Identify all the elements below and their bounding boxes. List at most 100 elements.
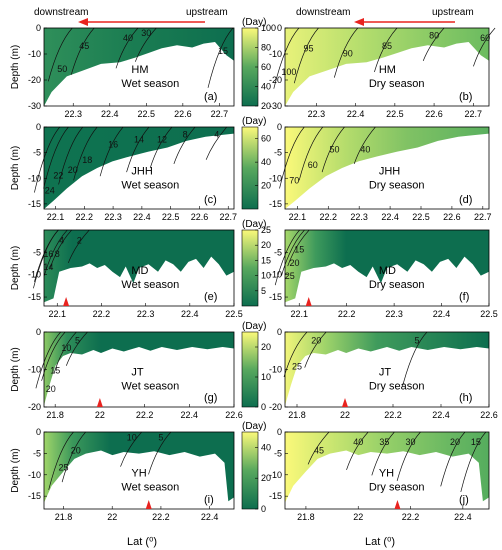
flow-arrow-right-head bbox=[354, 18, 364, 26]
contour-line bbox=[149, 126, 173, 169]
contour-line bbox=[70, 27, 95, 75]
contour-line bbox=[279, 126, 305, 189]
station-label: HM bbox=[131, 64, 148, 76]
station-label: JHH bbox=[131, 166, 152, 178]
x-tick-label: 22.7 bbox=[465, 109, 483, 119]
panel-letter: (b) bbox=[459, 91, 472, 103]
plot-frame bbox=[43, 27, 235, 107]
panel-letter: (f) bbox=[459, 291, 469, 303]
contour-line bbox=[371, 431, 395, 476]
x-tick-label: 22.5 bbox=[138, 109, 156, 119]
contour-line bbox=[304, 331, 327, 368]
colorbar-tick-label: 10 bbox=[261, 372, 271, 382]
colorbar-tick-label: 40 bbox=[261, 82, 271, 92]
colorbar-tick-label: 5 bbox=[261, 286, 266, 296]
y-tick-label: -15 bbox=[269, 292, 282, 302]
panel-f: 15 20 25 -5 -10 -15 22.1 22.2 22.3 22.4 22.5 MD Dry … bbox=[269, 229, 498, 319]
contour-label: 10 bbox=[61, 343, 71, 353]
x-tick-label: 22.3 bbox=[385, 309, 403, 319]
y-tick-label: 0 bbox=[277, 122, 282, 132]
x-tick-label: 22.1 bbox=[47, 212, 65, 222]
upstream-label-right: upstream bbox=[432, 7, 474, 18]
x-tick-label: 22.2 bbox=[136, 410, 154, 420]
contour-line bbox=[53, 331, 77, 374]
x-tick-label: 21.8 bbox=[297, 512, 315, 522]
colorbar-e: (Day) 5 10 15 20 25 bbox=[241, 219, 271, 307]
y-axis-title: Depth (m) bbox=[10, 448, 21, 492]
contour-label: 5 bbox=[414, 335, 419, 345]
season-label: Wet season bbox=[121, 279, 179, 291]
panel-letter: (g) bbox=[204, 392, 217, 404]
x-tick-label: 22.3 bbox=[308, 109, 326, 119]
contour-label: 5 bbox=[158, 433, 163, 443]
x-tick-label: 22 bbox=[340, 410, 350, 420]
station-label: JHH bbox=[379, 166, 400, 178]
contour-line bbox=[120, 431, 142, 467]
contour-label: 100 bbox=[281, 67, 296, 77]
x-tick-label: 22.2 bbox=[402, 512, 420, 522]
colorbar-tick-label: 20 bbox=[261, 101, 271, 111]
y-tick-label: -20 bbox=[28, 75, 41, 85]
station-marker bbox=[96, 398, 103, 407]
x-tick-label: 22.1 bbox=[48, 309, 66, 319]
contour-line bbox=[321, 126, 345, 173]
season-label: Wet season bbox=[121, 180, 179, 192]
contour-label: 90 bbox=[343, 49, 353, 59]
colorbar-tick-label: 80 bbox=[261, 43, 271, 53]
y-tick-label: -10 bbox=[28, 173, 41, 183]
colorbar-unit: (Day) bbox=[242, 116, 266, 127]
y-tick-label: -10 bbox=[28, 470, 41, 480]
contour-label: 20 bbox=[289, 258, 299, 268]
y-tick-label: -10 bbox=[269, 365, 282, 375]
x-tick-label: 22.3 bbox=[137, 309, 155, 319]
water-field bbox=[44, 127, 234, 209]
contour-label: 18 bbox=[82, 155, 92, 165]
contour-line bbox=[61, 431, 86, 483]
colorbar-tick-label: 15 bbox=[261, 255, 271, 265]
station-label: YH bbox=[131, 468, 146, 480]
x-tick-label: 22.4 bbox=[181, 410, 199, 420]
contour-label: 4 bbox=[214, 129, 219, 139]
x-tick-label: 22.5 bbox=[225, 309, 243, 319]
colorbar-c: (Day) 20 40 60 bbox=[241, 116, 271, 210]
x-tick-label: 22.3 bbox=[350, 212, 368, 222]
contour-line bbox=[440, 431, 466, 487]
water-field bbox=[44, 332, 234, 406]
y-tick-label: 0 bbox=[36, 122, 41, 132]
x-tick-label: 22.6 bbox=[425, 109, 443, 119]
x-tick-label: 22.4 bbox=[181, 309, 199, 319]
colorbar-tick-label: 20 bbox=[261, 240, 271, 250]
x-tick-label: 22.2 bbox=[76, 212, 94, 222]
contour-line bbox=[65, 331, 88, 366]
station-marker bbox=[145, 500, 152, 509]
x-tick-label: 22.5 bbox=[162, 212, 180, 222]
contour-line bbox=[205, 126, 227, 160]
x-tick-label: 22.6 bbox=[225, 410, 243, 420]
x-tick-label: 22.5 bbox=[480, 309, 498, 319]
y-tick-label: -10 bbox=[28, 270, 41, 280]
contour-line bbox=[346, 431, 369, 471]
contour-label: 5 bbox=[75, 335, 80, 345]
station-label: JT bbox=[379, 367, 392, 379]
season-label: Dry season bbox=[369, 279, 425, 291]
x-tick-label: 22.6 bbox=[443, 212, 461, 222]
colorbar-gradient bbox=[241, 331, 259, 408]
panel-a: 30 40 45 50 15 0 -10 -20 -30 22.3 22.4 22.5 22.6 22.7… bbox=[10, 23, 235, 119]
plot-frame bbox=[43, 229, 235, 307]
y-tick-label: -30 bbox=[28, 101, 41, 111]
colorbar-tick-label: 10 bbox=[261, 271, 271, 281]
contour-label: 35 bbox=[379, 437, 389, 447]
season-label: Wet season bbox=[121, 482, 179, 494]
y-tick-label: 0 bbox=[277, 23, 282, 33]
contour-line bbox=[460, 431, 487, 492]
panel-letter: (a) bbox=[204, 91, 217, 103]
contour-line bbox=[307, 431, 330, 465]
contour-label: 20 bbox=[68, 165, 78, 175]
x-tick-label: 22.7 bbox=[211, 109, 229, 119]
colorbar-gradient bbox=[241, 431, 259, 510]
contour-label: 60 bbox=[480, 33, 490, 43]
x-tick-label: 22.4 bbox=[101, 109, 119, 119]
contour-line bbox=[173, 126, 196, 165]
contour-line bbox=[43, 229, 68, 276]
colorbar-tick-label: 20 bbox=[261, 342, 271, 352]
